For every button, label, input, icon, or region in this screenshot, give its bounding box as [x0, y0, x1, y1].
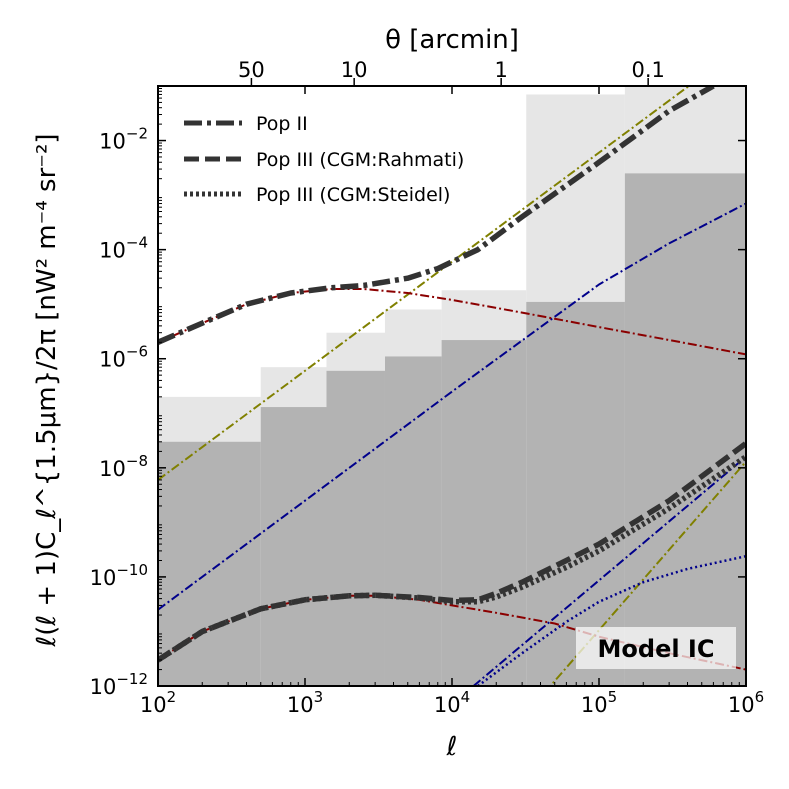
legend: Pop II Pop III (CGM:Rahmati) Pop III (CG…	[184, 113, 464, 206]
lower-band-bin-1	[260, 407, 327, 686]
series-pop-ii	[158, 86, 715, 345]
model-annotation: Model IC	[598, 635, 715, 663]
top-tick-label-0: 50	[238, 58, 265, 82]
lower-band-bin-2	[326, 370, 385, 686]
top-tick-label-2: 1	[494, 58, 507, 82]
top-axis-title: θ [arcmin]	[385, 25, 519, 55]
series-popiii-steidel-component	[477, 554, 746, 686]
series-pop-iii-cgm-steidel	[158, 454, 746, 663]
annotation-box	[576, 627, 736, 669]
lower-band-bin-6	[624, 173, 746, 686]
series-popii-shot-noise	[158, 86, 691, 481]
lower-band-bin-0	[158, 441, 261, 686]
y-tick-label-0: 10−12	[90, 670, 148, 699]
top-tick-label-1: 10	[341, 58, 368, 82]
y-tick-label-4: 10−4	[99, 234, 148, 263]
shaded-regions	[158, 86, 746, 686]
x-tick-label-2: 104	[434, 688, 470, 717]
lower-band-bin-5	[526, 301, 625, 686]
x-tick-label-4: 106	[728, 688, 764, 717]
x-axis-title: ℓ	[446, 732, 458, 762]
y-tick-label-2: 10−8	[99, 452, 148, 481]
x-tick-label-3: 105	[581, 688, 617, 717]
series-group	[158, 86, 746, 686]
lower-band-bin-4	[441, 340, 527, 686]
plot-frame	[157, 85, 747, 687]
ticks-group: 102 103 104 105 106 10−12 10−10 10−8 10−6 10−4 10−…	[90, 58, 765, 717]
y-tick-label-3: 10−6	[99, 343, 148, 372]
y-axis-title: ℓ(ℓ + 1)C_ℓ^{1.5μm}/2π [nW² m⁻⁴ sr⁻²]	[32, 133, 62, 647]
legend-label-pop3-steidel: Pop III (CGM:Steidel)	[256, 184, 450, 206]
legend-label-pop2: Pop II	[256, 113, 308, 135]
y-tick-label-5: 10−2	[99, 125, 148, 154]
lower-band-bin-3	[384, 356, 442, 686]
x-tick-label-0: 102	[140, 688, 176, 717]
legend-label-pop3-rahmati: Pop III (CGM:Rahmati)	[256, 149, 464, 171]
series-popiii-1-halo	[472, 455, 746, 686]
top-tick-label-3: 0.1	[631, 58, 664, 82]
x-tick-label-1: 103	[287, 688, 323, 717]
y-tick-label-1: 10−10	[90, 561, 148, 590]
